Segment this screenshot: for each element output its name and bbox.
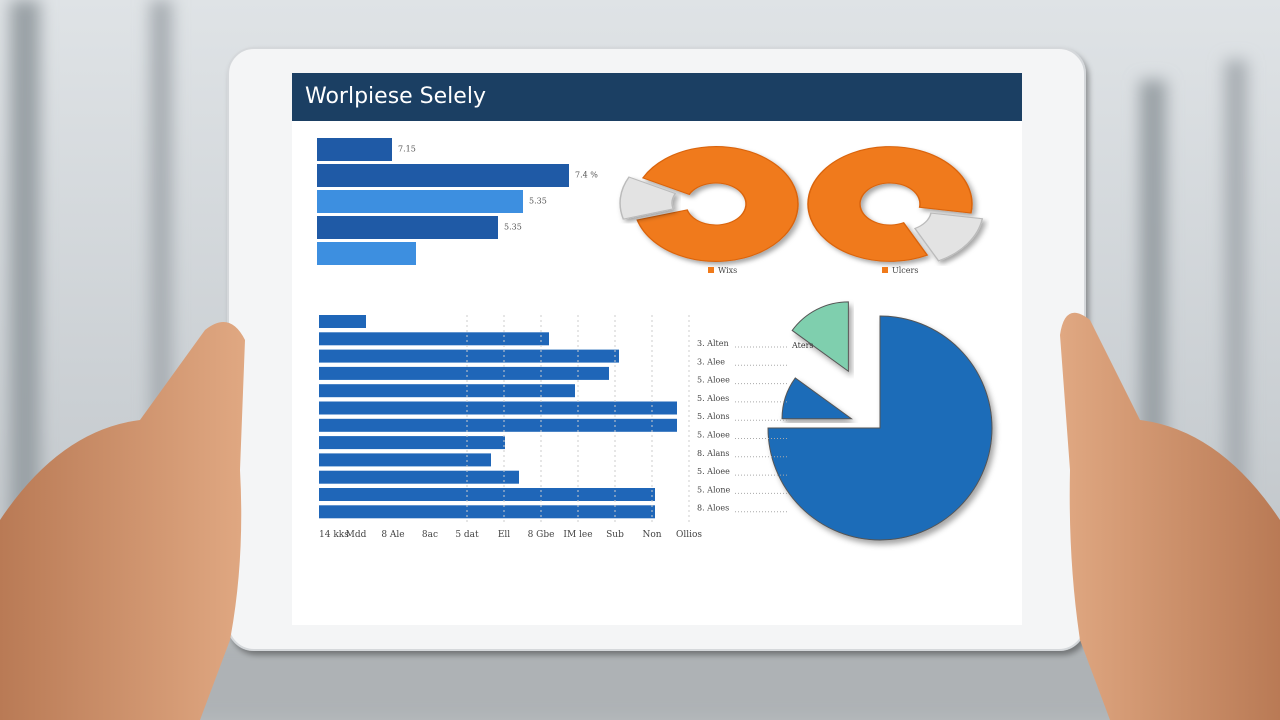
bar <box>317 190 523 213</box>
pie-label: 5. Aloee <box>697 431 730 440</box>
x-label: 8 Ale <box>381 530 404 540</box>
header-title: Worlpiese Selely <box>305 84 486 109</box>
bar-label: 5.35 <box>504 223 522 232</box>
x-label: Mdd <box>346 530 367 540</box>
pie-label: 5. Aloee <box>697 467 730 476</box>
x-label: IM lee <box>563 530 592 540</box>
header-bar <box>292 73 1022 121</box>
donut <box>807 146 984 262</box>
bar <box>319 366 609 380</box>
pie-slice <box>791 301 849 373</box>
donut-slice <box>636 146 799 262</box>
donut-slice <box>913 212 984 262</box>
bar <box>319 332 549 346</box>
pie-label: 3. Alten <box>697 339 729 348</box>
pie-label: 8. Alans <box>697 449 730 458</box>
donut-slice <box>619 176 677 220</box>
pie-annotation: Aters <box>791 341 814 350</box>
bar <box>319 401 677 415</box>
bar <box>317 216 498 239</box>
bar-label: 7.4 % <box>575 171 598 180</box>
bar <box>319 436 505 450</box>
bar <box>319 384 575 398</box>
bar <box>319 418 677 432</box>
pie-label: 5. Alone <box>697 485 730 494</box>
x-label: Sub <box>606 530 624 540</box>
x-label: 8 Gbe <box>528 530 555 540</box>
pie-slice <box>781 377 854 420</box>
legend-swatch <box>708 267 714 273</box>
right-hand <box>1060 312 1280 720</box>
pie-label: 5. Aloes <box>697 394 729 403</box>
x-label: 8ac <box>422 530 438 540</box>
legend-label: Ulcers <box>892 266 918 275</box>
pie-label: 5. Aloee <box>697 376 730 385</box>
x-label: Non <box>642 530 661 540</box>
legend-label: Wixs <box>718 266 737 275</box>
bar <box>319 505 655 519</box>
donut-slice <box>807 146 973 262</box>
bar <box>319 349 619 363</box>
pie-label: 5. Alons <box>697 412 730 421</box>
bar-label: 7.15 <box>398 145 416 154</box>
x-label: Ollios <box>676 530 702 540</box>
bar-label: 5.35 <box>529 197 547 206</box>
x-label: 14 kks <box>319 530 349 540</box>
x-label: Ell <box>498 530 510 540</box>
pie-label: 3. Alee <box>697 357 725 366</box>
bar <box>319 453 491 467</box>
pie-label: 8. Aloes <box>697 504 729 513</box>
bar <box>319 315 366 328</box>
bar <box>317 138 392 161</box>
bar <box>319 470 519 484</box>
left-hand <box>0 322 245 720</box>
donut <box>619 146 799 262</box>
bar <box>319 488 655 501</box>
bar <box>317 164 569 187</box>
legend-swatch <box>882 267 888 273</box>
pie-slice <box>767 315 993 541</box>
bar <box>317 242 416 265</box>
x-label: 5 dat <box>455 530 479 540</box>
